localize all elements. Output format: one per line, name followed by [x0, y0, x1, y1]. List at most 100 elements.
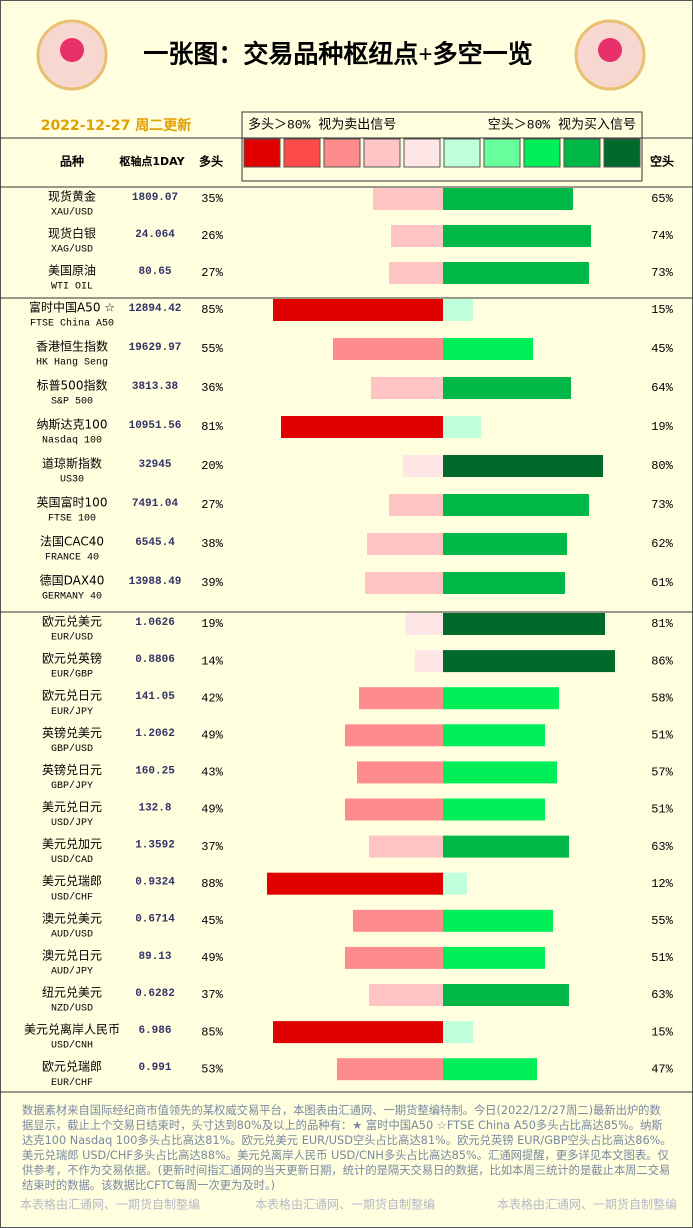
short-bar [443, 1058, 537, 1081]
short-bar [443, 299, 473, 321]
pivot: 80.65 [138, 266, 171, 278]
instrument-code: USD/JPY [51, 817, 93, 829]
short-bar [443, 946, 545, 969]
short-bar [443, 909, 553, 932]
short-bar [443, 650, 615, 673]
legend-swatch [523, 138, 561, 168]
pivot: 160.25 [135, 765, 175, 777]
short-bar [443, 225, 591, 247]
long-label: 55% [201, 342, 223, 356]
pivot: 6545.4 [135, 537, 175, 549]
pivot: 1809.07 [132, 192, 178, 204]
long-bar [353, 909, 443, 932]
long-bar [369, 835, 443, 858]
short-bar [443, 188, 573, 210]
instrument-code: EUR/GBP [51, 669, 93, 681]
logo-flower [598, 38, 622, 62]
pivot: 1.3592 [135, 840, 175, 852]
long-label: 49% [201, 803, 223, 817]
instrument-code: WTI OIL [51, 282, 93, 293]
legend-box [241, 111, 643, 182]
long-bar [359, 687, 443, 710]
long-label: 49% [201, 951, 223, 965]
long-bar [267, 872, 443, 895]
short-label: 57% [651, 766, 673, 780]
pivot: 0.9324 [135, 877, 175, 889]
legend-short: 空头＞80% 视为买入信号 [488, 117, 636, 132]
instrument-code: EUR/JPY [51, 706, 93, 718]
instrument-name: 美元兑加元 [42, 837, 102, 851]
instrument-name: 德国DAX40 [40, 573, 105, 588]
long-label: 20% [201, 459, 223, 473]
short-bar [443, 455, 603, 477]
long-label: 27% [201, 266, 223, 280]
short-label: 74% [651, 229, 673, 243]
short-bar [443, 761, 557, 784]
footer-text: 数据素材来自国际经纪商市值领先的某权威交易平台，本图表由汇通网、一期货整编特制。… [22, 1104, 672, 1192]
short-label: 55% [651, 914, 673, 928]
short-bar [443, 494, 589, 516]
instrument-code: Nasdaq 100 [42, 435, 102, 447]
long-bar [273, 299, 443, 321]
long-label: 45% [201, 914, 223, 928]
short-bar [443, 687, 559, 710]
instrument-code: AUD/JPY [51, 966, 93, 978]
pivot: 13988.49 [129, 576, 182, 588]
short-label: 47% [651, 1062, 673, 1076]
legend-swatch [443, 138, 481, 168]
short-bar [443, 872, 467, 895]
pivot: 141.05 [135, 691, 175, 703]
long-label: 81% [201, 420, 223, 434]
instrument-name: 澳元兑美元 [42, 911, 102, 925]
short-label: 65% [651, 192, 673, 206]
legend-long: 多头＞80% 视为卖出信号 [248, 116, 396, 132]
pivot: 132.8 [138, 802, 171, 814]
instrument-name: 欧元兑英镑 [42, 651, 102, 666]
short-bar [443, 338, 533, 360]
col-header: 空头 [650, 154, 674, 169]
instrument-name: 富时中国A50 ☆ [29, 300, 115, 315]
logo-flower [60, 38, 84, 62]
long-bar [273, 1021, 443, 1044]
short-bar [443, 835, 569, 858]
long-label: 37% [201, 840, 223, 854]
long-bar [373, 188, 443, 210]
short-label: 73% [651, 266, 673, 280]
instrument-name: 美元兑瑞郎 [42, 874, 102, 888]
instrument-code: GBP/USD [51, 743, 93, 755]
long-label: 14% [201, 654, 223, 668]
pivot: 7491.04 [132, 498, 179, 510]
instrument-code: NZD/USD [51, 1003, 93, 1015]
instrument-name: 欧元兑瑞郎 [42, 1060, 102, 1074]
long-label: 26% [201, 229, 223, 243]
instrument-code: EUR/CHF [51, 1077, 93, 1089]
short-label: 19% [651, 420, 673, 434]
instrument-code: XAU/USD [51, 207, 93, 219]
long-label: 42% [201, 691, 223, 705]
short-label: 15% [651, 303, 673, 317]
long-bar [415, 650, 443, 673]
long-bar [333, 338, 443, 360]
instrument-code: GBP/JPY [51, 780, 93, 792]
long-bar [345, 798, 443, 821]
instrument-name: 欧元兑日元 [42, 689, 102, 703]
long-label: 36% [201, 381, 223, 395]
long-bar [403, 455, 443, 477]
col-header: 品种 [60, 154, 84, 169]
pivot: 3813.38 [132, 381, 179, 393]
short-bar [443, 533, 567, 555]
legend-swatch [323, 138, 361, 168]
pivot: 0.8806 [135, 654, 175, 666]
instrument-name: 英国富时100 [37, 495, 108, 510]
short-bar [443, 377, 571, 399]
col-header: 多头 [199, 154, 223, 169]
short-bar [443, 1021, 473, 1044]
instrument-code: XAG/USD [51, 244, 93, 256]
pivot: 6.986 [138, 1025, 171, 1037]
short-label: 81% [651, 617, 673, 631]
long-bar [357, 761, 443, 784]
long-label: 35% [201, 192, 223, 206]
instrument-name: 澳元兑日元 [42, 948, 102, 962]
short-bar [443, 613, 605, 635]
